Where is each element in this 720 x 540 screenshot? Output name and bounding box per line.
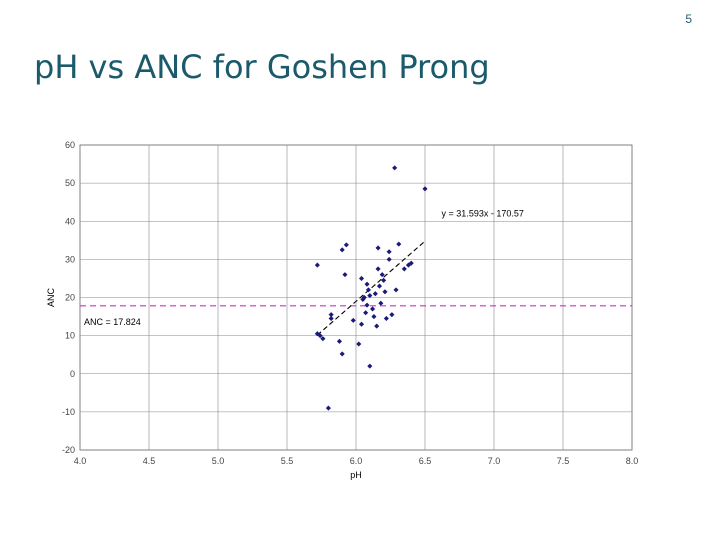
data-point: [382, 289, 388, 295]
y-tick-label: 0: [70, 369, 75, 379]
x-tick-label: 5.5: [281, 456, 294, 466]
data-point: [328, 315, 334, 322]
data-point: [325, 405, 331, 411]
x-tick-label: 7.0: [488, 456, 501, 466]
x-tick-label: 4.5: [143, 456, 156, 466]
reference-line-label: ANC = 17.824: [84, 317, 141, 327]
slide-title: pH vs ANC for Goshen Prong: [34, 48, 490, 86]
y-axis-label: ANC: [46, 288, 56, 308]
y-tick-label: 30: [65, 254, 75, 264]
data-point: [328, 312, 334, 318]
y-tick-label: 20: [65, 293, 75, 303]
x-tick-label: 6.0: [350, 456, 363, 466]
data-point: [374, 323, 380, 329]
chart-gridlines: [79, 144, 633, 451]
data-point: [363, 310, 369, 316]
x-tick-label: 8.0: [626, 456, 639, 466]
x-axis-ticks: 4.0 4.5 5.0 5.5 6.0 6.5 7.0 7.5 8.0: [74, 456, 639, 466]
x-tick-label: 5.0: [212, 456, 225, 466]
data-point: [389, 312, 395, 318]
y-tick-label: 10: [65, 331, 75, 341]
y-tick-label: 40: [65, 216, 75, 226]
trendline-equation: y = 31.593x - 170.57: [442, 209, 524, 219]
x-tick-label: 7.5: [557, 456, 570, 466]
x-axis-label: pH: [350, 470, 362, 480]
data-point: [408, 260, 414, 266]
x-tick-label: 4.0: [74, 456, 87, 466]
scatter-chart: 4.0 4.5 5.0 5.5 6.0 6.5 7.0 7.5 8.0 -20 -10 0 10 20 3…: [46, 140, 639, 480]
slide-number: 5: [685, 12, 692, 26]
y-tick-label: 50: [65, 178, 75, 188]
data-point: [364, 302, 370, 308]
x-tick-label: 6.5: [419, 456, 432, 466]
y-axis-ticks: -20 -10 0 10 20 30 40 50 60: [62, 140, 75, 455]
data-point: [392, 165, 398, 171]
data-point: [343, 242, 349, 248]
data-point: [364, 281, 370, 287]
y-tick-label: -20: [62, 445, 75, 455]
y-tick-label: -10: [62, 407, 75, 417]
y-tick-label: 60: [65, 140, 75, 150]
data-point: [381, 277, 387, 283]
data-point: [365, 287, 371, 293]
data-point: [372, 291, 378, 297]
